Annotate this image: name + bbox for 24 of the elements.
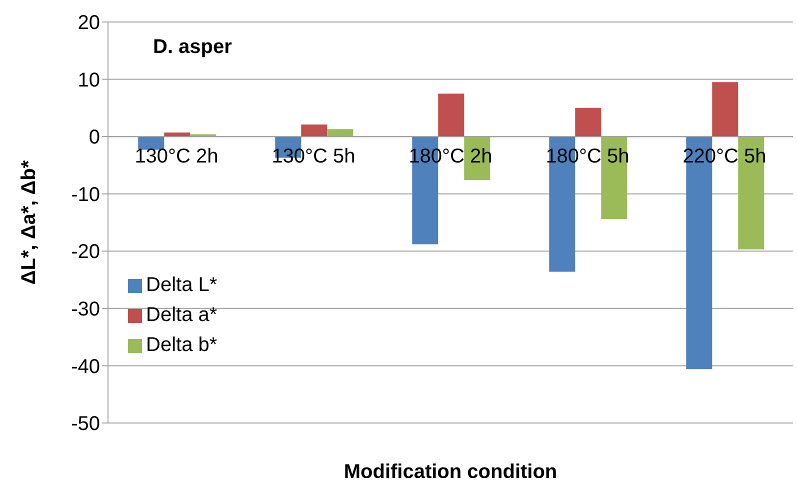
bar xyxy=(575,108,602,137)
bar xyxy=(738,136,764,250)
bar xyxy=(712,82,738,137)
x-tick-label: 130°C 2h xyxy=(134,146,218,168)
bar xyxy=(138,136,164,150)
bar xyxy=(601,136,628,220)
y-tick-label: -30 xyxy=(71,298,100,321)
y-tick-label: -40 xyxy=(71,356,100,378)
bar xyxy=(438,94,464,137)
x-tick-label: 130°C 5h xyxy=(272,146,356,168)
bar xyxy=(301,124,328,137)
y-tick-label: -50 xyxy=(71,413,100,436)
legend-label: Delta b* xyxy=(146,334,218,356)
legend-label: Delta L* xyxy=(146,274,218,296)
x-axis-title: Modification condition xyxy=(344,461,558,481)
y-tick-label: 10 xyxy=(78,69,100,92)
y-axis-title: ΔL*, Δa*, Δb* xyxy=(18,160,40,285)
y-tick-label: -20 xyxy=(71,241,100,264)
y-tick-label: -10 xyxy=(71,184,100,206)
y-tick-label: 20 xyxy=(78,12,100,34)
text: D. asper xyxy=(153,36,232,59)
bar xyxy=(327,129,354,137)
legend-label: Delta a* xyxy=(146,304,218,326)
y-tick-label: 0 xyxy=(88,126,100,149)
